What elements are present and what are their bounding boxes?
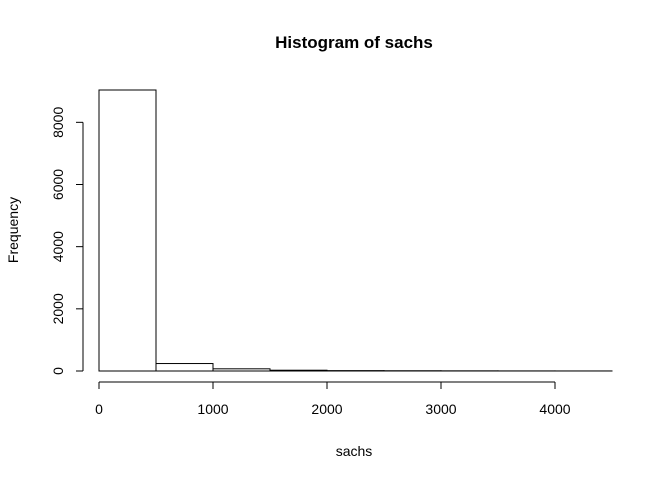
histogram-bar — [269, 369, 328, 372]
x-tick-label: 3000 — [425, 401, 456, 417]
histogram-bar — [98, 89, 157, 372]
y-axis-label: Frequency — [5, 197, 21, 263]
x-tick-label: 1000 — [197, 401, 228, 417]
histogram-bar — [155, 363, 214, 372]
histogram-bar — [212, 368, 271, 372]
y-axis: 0 2000 4000 6000 8000 — [50, 107, 84, 375]
y-tick-label: 6000 — [50, 169, 66, 200]
y-tick-label: 2000 — [50, 293, 66, 324]
chart-title: Histogram of sachs — [275, 33, 433, 52]
x-axis: 0 1000 2000 3000 4000 — [95, 381, 571, 417]
x-axis-label: sachs — [336, 443, 373, 459]
x-tick-label: 4000 — [539, 401, 570, 417]
x-tick-label: 2000 — [311, 401, 342, 417]
x-tick-label: 0 — [95, 401, 103, 417]
bars-group — [98, 89, 613, 372]
y-tick-label: 0 — [50, 367, 66, 375]
y-tick-label: 8000 — [50, 107, 66, 138]
y-tick-label: 4000 — [50, 231, 66, 262]
